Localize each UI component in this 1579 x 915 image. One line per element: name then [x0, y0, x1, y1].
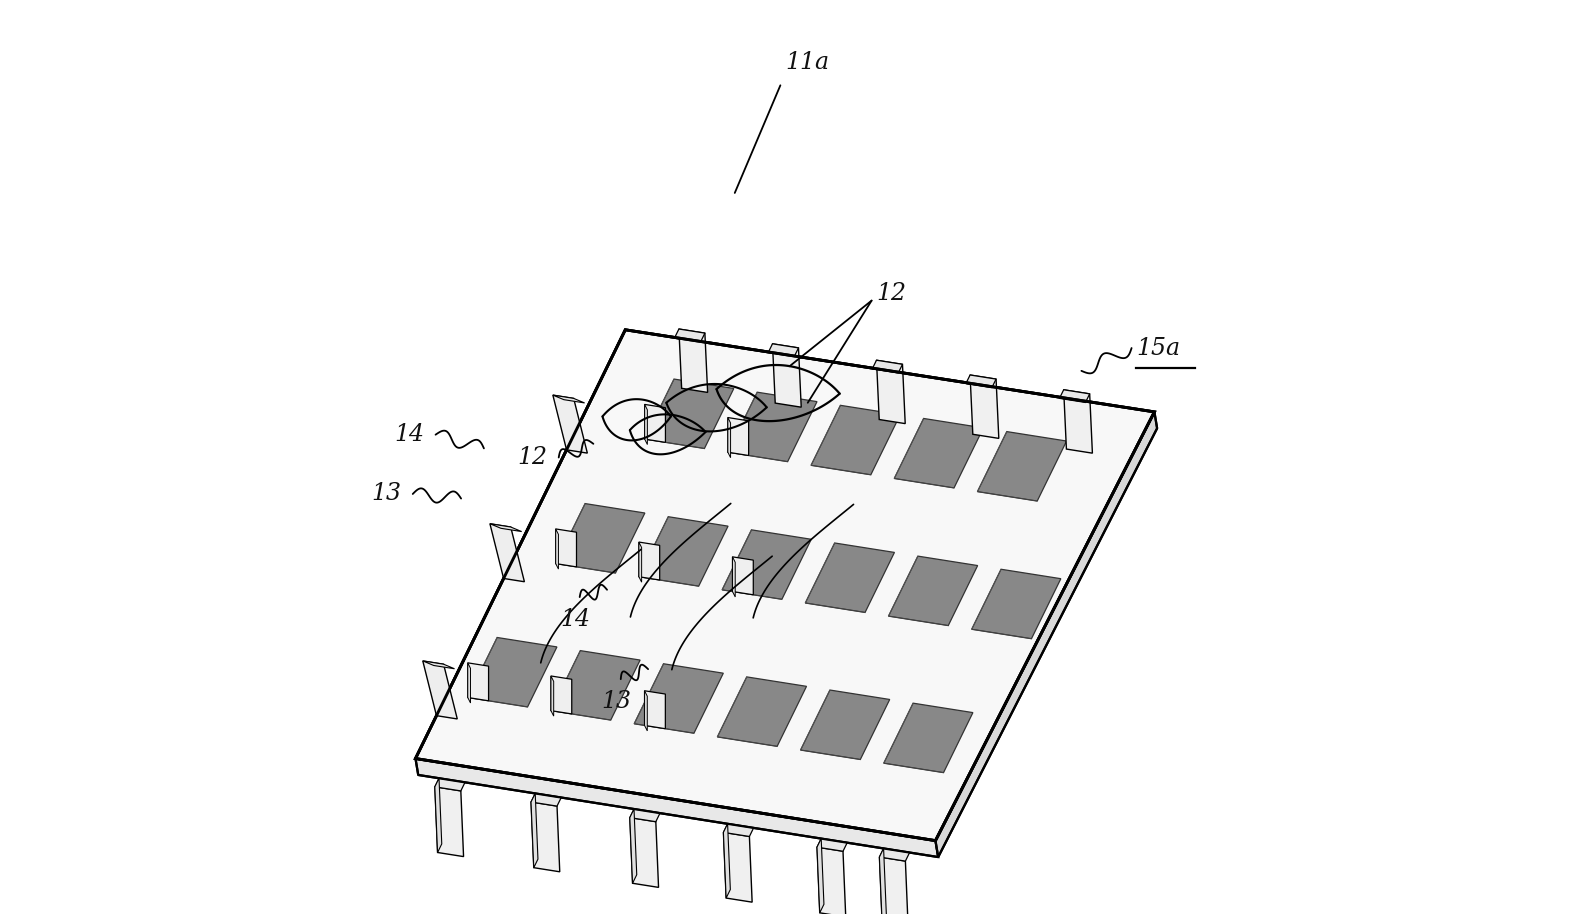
Polygon shape	[434, 787, 464, 856]
Polygon shape	[801, 690, 889, 759]
Polygon shape	[489, 523, 521, 532]
Polygon shape	[467, 662, 488, 701]
Polygon shape	[639, 542, 641, 582]
Polygon shape	[551, 651, 639, 720]
Polygon shape	[434, 779, 466, 791]
Polygon shape	[769, 344, 799, 357]
Polygon shape	[722, 530, 812, 599]
Polygon shape	[434, 779, 442, 853]
Polygon shape	[723, 833, 752, 902]
Polygon shape	[423, 661, 455, 669]
Polygon shape	[723, 824, 753, 836]
Polygon shape	[415, 329, 1154, 841]
Polygon shape	[644, 691, 665, 728]
Text: 11a: 11a	[785, 51, 829, 74]
Polygon shape	[644, 404, 665, 442]
Polygon shape	[872, 361, 903, 373]
Text: 12: 12	[518, 446, 548, 469]
Polygon shape	[639, 542, 660, 580]
Polygon shape	[1064, 390, 1093, 453]
Polygon shape	[556, 529, 559, 569]
Polygon shape	[816, 838, 848, 851]
Polygon shape	[733, 557, 753, 595]
Polygon shape	[551, 676, 572, 714]
Polygon shape	[816, 838, 824, 913]
Polygon shape	[644, 404, 647, 445]
Polygon shape	[812, 405, 900, 475]
Polygon shape	[467, 638, 557, 707]
Polygon shape	[423, 661, 458, 719]
Polygon shape	[728, 417, 731, 458]
Polygon shape	[674, 329, 704, 341]
Polygon shape	[551, 676, 554, 716]
Polygon shape	[884, 703, 973, 772]
Polygon shape	[733, 557, 736, 597]
Polygon shape	[489, 523, 524, 582]
Polygon shape	[816, 847, 846, 915]
Polygon shape	[635, 663, 723, 733]
Polygon shape	[630, 809, 636, 883]
Text: 14: 14	[561, 608, 591, 631]
Polygon shape	[971, 569, 1061, 639]
Polygon shape	[970, 375, 1000, 438]
Text: 15a: 15a	[1137, 337, 1180, 360]
Polygon shape	[467, 662, 471, 703]
Polygon shape	[1060, 390, 1090, 403]
Polygon shape	[679, 329, 707, 393]
Polygon shape	[644, 379, 734, 448]
Polygon shape	[531, 793, 538, 867]
Polygon shape	[630, 809, 660, 822]
Polygon shape	[553, 395, 587, 453]
Polygon shape	[556, 503, 644, 573]
Polygon shape	[556, 529, 576, 567]
Text: 14: 14	[395, 424, 425, 447]
Polygon shape	[977, 432, 1066, 501]
Polygon shape	[876, 361, 905, 424]
Polygon shape	[880, 848, 886, 915]
Polygon shape	[880, 857, 908, 915]
Text: 13: 13	[602, 690, 632, 713]
Polygon shape	[717, 677, 807, 747]
Polygon shape	[772, 344, 801, 407]
Text: 13: 13	[371, 482, 401, 505]
Polygon shape	[639, 517, 728, 587]
Polygon shape	[805, 543, 894, 612]
Polygon shape	[728, 417, 748, 456]
Polygon shape	[966, 375, 996, 388]
Polygon shape	[935, 412, 1157, 857]
Polygon shape	[531, 793, 561, 806]
Text: 12: 12	[876, 282, 906, 305]
Polygon shape	[880, 848, 910, 861]
Polygon shape	[728, 393, 816, 462]
Polygon shape	[415, 759, 938, 857]
Polygon shape	[894, 418, 984, 488]
Polygon shape	[723, 824, 731, 898]
Polygon shape	[644, 691, 647, 731]
Polygon shape	[630, 818, 658, 888]
Polygon shape	[531, 802, 561, 872]
Polygon shape	[889, 556, 977, 626]
Polygon shape	[553, 395, 584, 403]
